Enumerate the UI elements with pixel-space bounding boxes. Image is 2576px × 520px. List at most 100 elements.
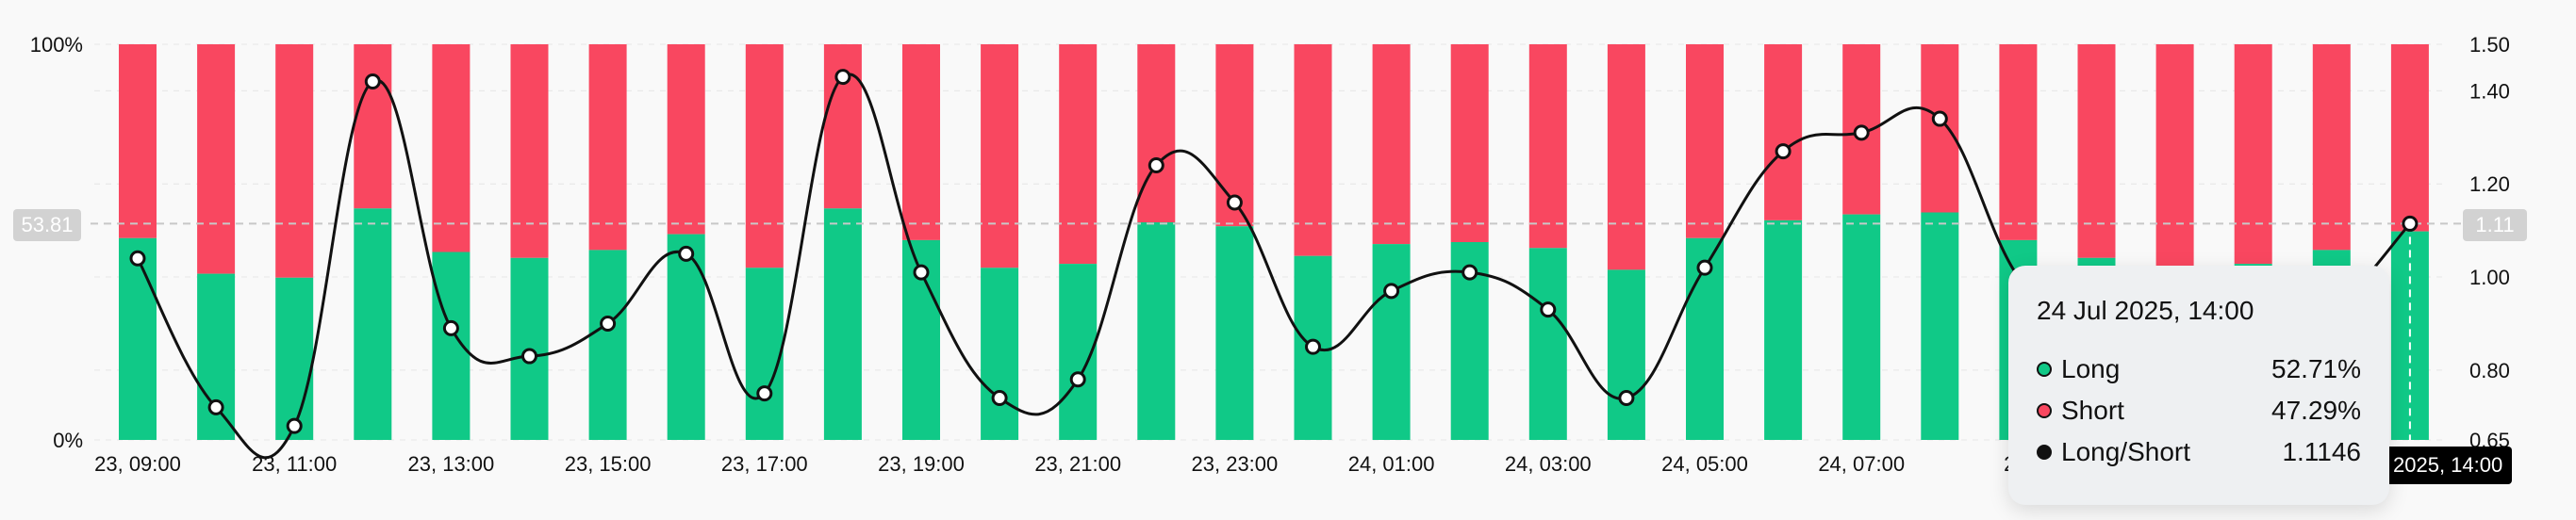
short-bar <box>510 44 549 258</box>
x-axis-tick: 23, 23:00 <box>1192 452 1279 476</box>
ratio-point <box>1540 301 1557 318</box>
crosshair-right-value: 1.11 <box>2463 209 2527 241</box>
short-bar <box>1921 44 1959 213</box>
tooltip-label: Long <box>2061 354 2121 383</box>
short-dot-icon <box>2037 403 2052 418</box>
short-bar <box>2155 44 2194 267</box>
long-bar <box>1215 226 1254 440</box>
long-bar <box>1528 248 1567 440</box>
ratio-point <box>1618 390 1635 407</box>
short-bar <box>588 44 627 251</box>
left-axis-tick: 100% <box>30 33 83 57</box>
ratio-point <box>1305 338 1321 355</box>
x-axis-tick: 24, 05:00 <box>1661 452 1748 476</box>
ratio-point <box>207 398 224 415</box>
ratio-point <box>442 319 459 336</box>
tooltip-value: 52.71% <box>2271 354 2361 383</box>
ratio-line-group <box>129 69 2419 460</box>
x-axis-tick: 24, 07:00 <box>1818 452 1905 476</box>
short-bar <box>275 44 314 278</box>
ratio-point <box>286 417 303 434</box>
ratio-point <box>1383 283 1400 300</box>
short-bar <box>902 44 940 240</box>
x-axis-tick: 24, 03:00 <box>1505 452 1592 476</box>
left-axis-tick: 0% <box>53 429 83 452</box>
long-bar <box>667 234 705 440</box>
tooltip-value: 47.29% <box>2271 396 2361 425</box>
ratio-point <box>2402 215 2419 232</box>
x-axis-tick: 23, 09:00 <box>94 452 181 476</box>
ratio-point <box>129 250 146 267</box>
tooltip-title: 24 Jul 2025, 14:00 <box>2037 296 2254 325</box>
ratio-point <box>1069 371 1086 388</box>
right-axis-tick: 1.40 <box>2469 79 2510 103</box>
ratio-point <box>1931 110 1948 127</box>
short-bar <box>1764 44 1803 220</box>
ratio-point <box>1853 124 1870 141</box>
crosshair <box>91 222 2461 440</box>
ratio-point <box>364 73 381 90</box>
short-bar <box>745 44 784 268</box>
short-bar <box>197 44 236 274</box>
x-axis-tick: 23, 11:00 <box>252 452 337 476</box>
tooltip-label: Short <box>2061 396 2124 425</box>
ratio-point <box>1775 143 1792 160</box>
x-axis-tick: 23, 21:00 <box>1034 452 1121 476</box>
short-bar <box>667 44 705 235</box>
x-axis-tick: 23, 13:00 <box>408 452 495 476</box>
long-bar <box>275 277 314 440</box>
long-bar <box>354 208 392 440</box>
short-bar <box>1528 44 1567 249</box>
ratio-point <box>521 348 537 365</box>
right-axis-tick: 1.00 <box>2469 266 2510 289</box>
long-bar <box>1921 212 1959 440</box>
long-bar <box>823 208 862 440</box>
crosshair-left-value: 53.81 <box>13 209 81 241</box>
short-bar <box>1372 44 1411 245</box>
ratio-point <box>834 69 851 86</box>
short-bar <box>1450 44 1489 242</box>
tooltip-label: Long/Short <box>2061 437 2190 466</box>
short-bar <box>119 44 157 238</box>
short-bar <box>354 44 392 209</box>
short-bar <box>2312 44 2351 251</box>
x-axis-tick: 23, 15:00 <box>565 452 652 476</box>
long-bar <box>119 237 157 440</box>
ratio-point <box>1226 194 1243 211</box>
short-bar <box>1294 44 1332 256</box>
short-bar <box>1999 44 2038 240</box>
tooltip: 24 Jul 2025, 14:00 Long 52.71% Short 47.… <box>2008 266 2389 505</box>
ratio-point <box>600 315 617 332</box>
long-bar <box>1842 214 1881 440</box>
ratio-point <box>1148 156 1164 173</box>
ratio-point <box>1696 259 1713 276</box>
short-bar <box>2234 44 2272 265</box>
long-dot-icon <box>2037 362 2052 377</box>
long-bar <box>1372 244 1411 440</box>
short-bar <box>2390 44 2429 232</box>
right-axis-tick: 1.20 <box>2469 172 2510 196</box>
long-bar <box>745 268 784 440</box>
tooltip-row-ratio: Long/Short 1.1146 <box>2037 431 2361 473</box>
short-bar <box>1059 44 1098 265</box>
short-bar <box>1137 44 1176 222</box>
ratio-point <box>678 245 695 262</box>
short-bar <box>432 44 471 252</box>
short-bar <box>1686 44 1724 238</box>
ratio-point <box>756 385 773 402</box>
ratio-dot-icon <box>2037 445 2052 460</box>
right-axis-tick: 0.80 <box>2469 359 2510 382</box>
tooltip-row-short: Short 47.29% <box>2037 390 2361 431</box>
x-axis-tick: 23, 19:00 <box>878 452 965 476</box>
ratio-point <box>991 390 1008 407</box>
right-axis-tick: 1.50 <box>2469 33 2510 57</box>
crosshair-time-label: 2025, 14:00 <box>2384 447 2513 484</box>
tooltip-value: 1.1146 <box>2282 437 2361 466</box>
long-bar <box>1607 269 1645 440</box>
ratio-point <box>1461 264 1478 281</box>
long-bar <box>588 250 627 440</box>
ratio-point <box>913 264 930 281</box>
tooltip-row-long: Long 52.71% <box>2037 349 2361 390</box>
long-bar <box>981 268 1019 440</box>
